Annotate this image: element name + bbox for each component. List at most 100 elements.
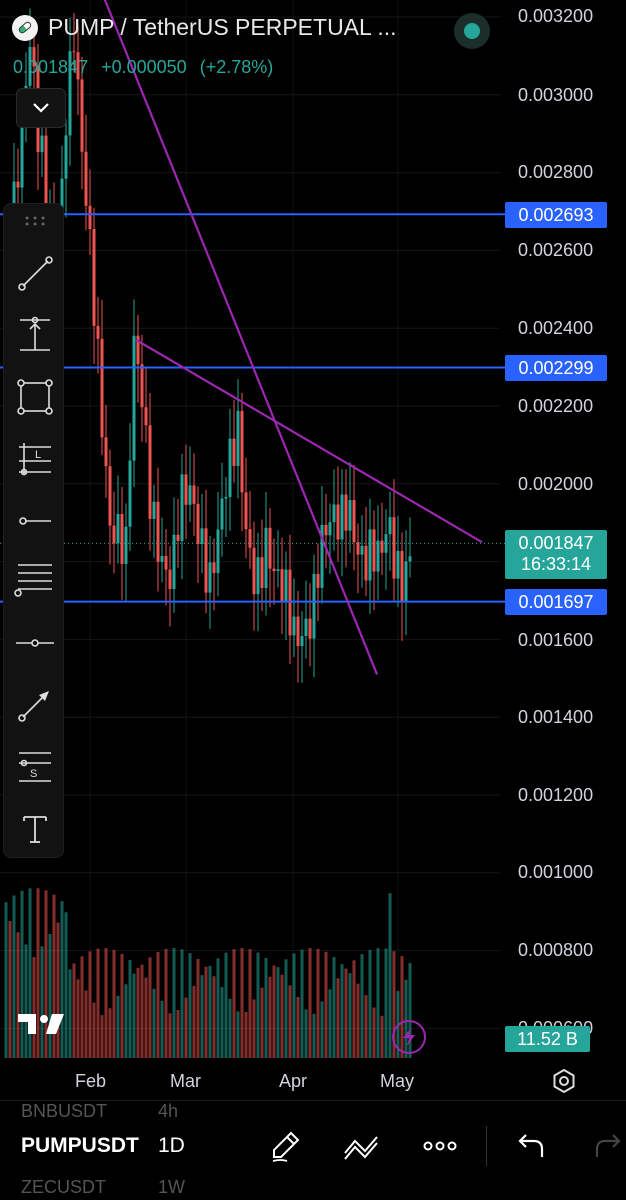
prev-symbol-ghost[interactable]: BNBUSDT: [21, 1101, 108, 1121]
candle-body: [368, 529, 372, 581]
text-icon[interactable]: [4, 804, 65, 854]
volume-bar: [292, 953, 296, 1058]
parallel-channel-icon[interactable]: [4, 554, 65, 604]
volume-bar: [52, 894, 56, 1058]
change-pct: (+2.78%): [199, 57, 274, 77]
trendline-steep[interactable]: [103, 0, 379, 675]
candle-body: [216, 529, 220, 574]
candle-body: [72, 51, 76, 53]
vertical-measure-icon[interactable]: [4, 310, 65, 360]
lightning-icon: [403, 1028, 415, 1046]
candle-body: [180, 474, 184, 541]
collapse-legend-button[interactable]: [16, 88, 66, 128]
long-position-icon[interactable]: L: [4, 434, 65, 484]
volume-bar: [256, 952, 260, 1058]
candle-body: [328, 522, 332, 536]
candle-body: [392, 517, 396, 579]
current-price-value: 0.001847: [518, 533, 594, 553]
volume-bar: [116, 995, 120, 1058]
candle-body: [124, 526, 128, 564]
volume-bar: [96, 948, 100, 1058]
level-tag[interactable]: 0.002693: [505, 202, 607, 228]
candle-body: [324, 524, 328, 536]
candle-body: [212, 562, 216, 574]
svg-text:S: S: [30, 768, 37, 780]
volume-bar: [272, 965, 276, 1058]
short-position-icon[interactable]: S: [4, 742, 65, 792]
candle-body: [240, 410, 244, 493]
prev-timeframe-ghost[interactable]: 4h: [158, 1101, 179, 1121]
candle-body: [140, 364, 144, 408]
volume-bar: [236, 1011, 240, 1058]
horizontal-line-icon[interactable]: [4, 618, 65, 668]
candle-body: [384, 534, 388, 553]
candle-body: [44, 135, 48, 212]
candle-body: [164, 555, 168, 570]
candle-body: [148, 425, 152, 519]
symbol-title-row[interactable]: PUMP / TetherUS PERPETUAL ...: [12, 14, 397, 41]
volume-bar: [124, 984, 128, 1058]
current-price-tag: 0.001847 16:33:14: [505, 530, 607, 579]
volume-bar: [188, 953, 192, 1058]
redo-button[interactable]: [590, 1128, 626, 1164]
trendlines[interactable]: [103, 0, 483, 675]
timeframe-selector[interactable]: 1D: [158, 1134, 185, 1157]
indicators-button[interactable]: [343, 1128, 379, 1164]
volume-bar: [84, 990, 88, 1058]
candle-body: [312, 573, 316, 639]
bottom-bar: BNBUSDT 4h ZECUSDT 1W: [0, 1100, 626, 1200]
volume-bar: [248, 949, 252, 1058]
volume-bar: [340, 964, 344, 1058]
price-axis-label: 0.003000: [518, 85, 594, 105]
candle-body: [236, 410, 240, 466]
price-axis-label: 0.003200: [518, 6, 594, 26]
symbol-selector[interactable]: PUMPUSDT: [21, 1134, 139, 1157]
volume-bar: [180, 949, 184, 1058]
trend-line-icon[interactable]: [4, 248, 65, 298]
candle-body: [320, 524, 324, 588]
candle-body: [264, 527, 268, 589]
volume-bar: [232, 949, 236, 1058]
volume-bar: [384, 948, 388, 1058]
candle-body: [188, 485, 192, 505]
chart-settings-icon[interactable]: [550, 1067, 578, 1095]
volume-bar: [260, 987, 264, 1058]
quick-trade-button[interactable]: [392, 1020, 426, 1054]
candle-body: [104, 437, 108, 467]
draw-tool-button[interactable]: [268, 1128, 304, 1164]
symbol-title[interactable]: PUMP / TetherUS PERPETUAL ...: [48, 14, 397, 40]
volume-bar: [240, 948, 244, 1058]
next-symbol-ghost[interactable]: ZECUSDT: [21, 1177, 106, 1197]
trendline-shallow[interactable]: [135, 338, 483, 544]
candle-body: [84, 151, 88, 206]
volume-bar: [120, 953, 124, 1058]
candle-body: [316, 573, 320, 588]
volume-bar: [212, 976, 216, 1058]
market-status-icon[interactable]: [454, 13, 490, 49]
candle-body: [340, 494, 344, 540]
volume-bars: [4, 888, 412, 1058]
level-tag[interactable]: 0.001697: [505, 589, 607, 615]
price-axis-label: 0.002800: [518, 162, 594, 182]
drag-handle-icon[interactable]: [4, 206, 65, 236]
candle-body: [156, 501, 160, 562]
arrow-icon[interactable]: [4, 680, 65, 730]
volume-bar: [304, 1009, 308, 1058]
volume-bar: [228, 998, 232, 1058]
candle-body: [220, 498, 224, 530]
volume-bar: [36, 888, 40, 1058]
candle-body: [80, 79, 84, 152]
horizontal-ray-icon[interactable]: [4, 496, 65, 546]
price-change-row: 0.001847 +0.000050 (+2.78%): [13, 57, 281, 78]
candle-body: [336, 504, 340, 540]
next-timeframe-ghost[interactable]: 1W: [158, 1177, 185, 1197]
rectangle-icon[interactable]: [4, 372, 65, 422]
level-tag[interactable]: 0.002299: [505, 355, 607, 381]
volume-bar: [400, 956, 404, 1058]
candle-body: [348, 500, 352, 531]
candle-body: [192, 485, 196, 504]
more-options-button[interactable]: [422, 1128, 458, 1164]
volume-bar: [28, 888, 32, 1058]
undo-button[interactable]: [513, 1128, 549, 1164]
